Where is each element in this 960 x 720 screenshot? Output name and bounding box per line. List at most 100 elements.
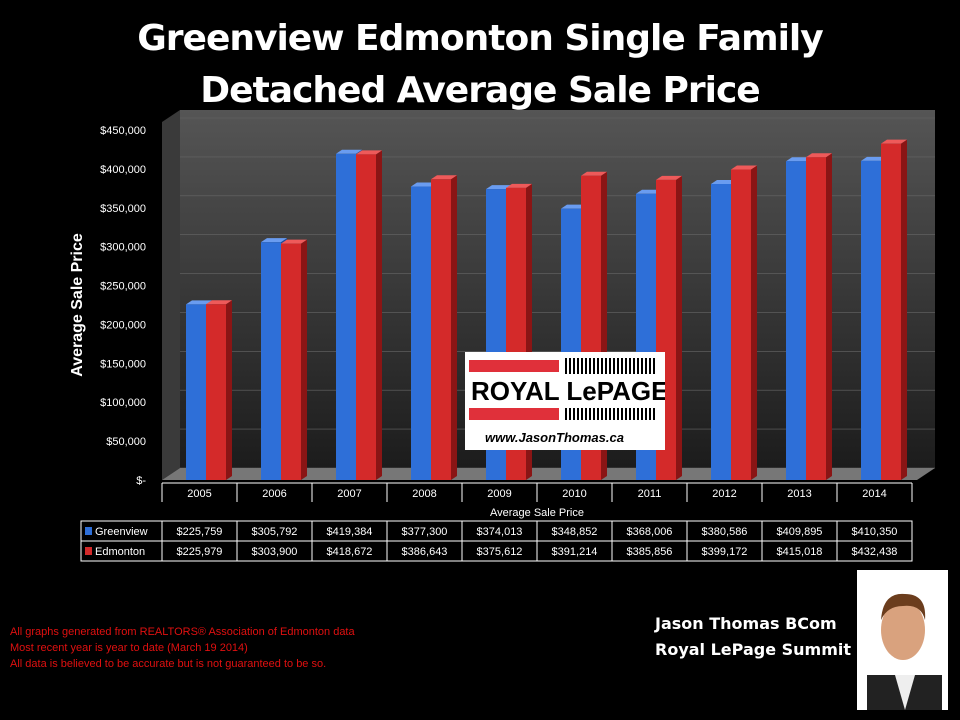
bar-side-edmonton — [826, 153, 832, 480]
data-label: $305,792 — [252, 526, 298, 538]
y-tick-label: $100,000 — [100, 397, 146, 409]
bar-side-edmonton — [676, 175, 682, 480]
data-label: $225,759 — [177, 526, 223, 538]
data-label: $375,612 — [477, 546, 523, 558]
data-label: $368,006 — [627, 526, 673, 538]
bar-top-edmonton — [431, 175, 457, 180]
x-tick-label: 2008 — [412, 488, 436, 500]
bar-edmonton-2013 — [806, 157, 826, 480]
bar-top-edmonton — [806, 153, 832, 158]
bar-edmonton-2008 — [431, 179, 451, 481]
agent-name: Jason Thomas BCom — [655, 614, 837, 633]
x-tick-label: 2011 — [638, 488, 662, 500]
data-label: $399,172 — [702, 546, 748, 558]
y-tick-label: $300,000 — [100, 242, 146, 254]
bar-top-edmonton — [506, 183, 532, 188]
y-tick-label: $350,000 — [100, 203, 146, 215]
y-tick-label: $400,000 — [100, 164, 146, 176]
bar-top-edmonton — [731, 165, 757, 170]
bar-top-edmonton — [206, 300, 232, 305]
x-tick-label: 2009 — [487, 488, 511, 500]
bar-greenview-2012 — [711, 183, 731, 481]
y-tick-label: $200,000 — [100, 319, 146, 331]
note-2: Most recent year is year to date (March … — [10, 642, 248, 654]
bar-top-edmonton — [881, 139, 907, 144]
data-label: $377,300 — [402, 526, 448, 538]
y-tick-label: $150,000 — [100, 358, 146, 370]
y-tick-label: $450,000 — [100, 125, 146, 137]
bar-greenview-2007 — [336, 153, 356, 480]
bar-side-edmonton — [301, 239, 307, 480]
bar-edmonton-2005 — [206, 304, 226, 480]
data-label: $409,895 — [777, 526, 823, 538]
bar-top-greenview — [261, 238, 287, 243]
bar-greenview-2005 — [186, 304, 206, 480]
bar-greenview-2006 — [261, 242, 281, 480]
bar-top-edmonton — [356, 150, 382, 155]
y-tick-label: $- — [136, 475, 146, 487]
bar-edmonton-2006 — [281, 243, 301, 480]
data-label: $225,979 — [177, 546, 223, 558]
bar-side-edmonton — [901, 139, 907, 480]
data-label: $374,013 — [477, 526, 523, 538]
bar-top-edmonton — [281, 239, 307, 244]
bar-top-edmonton — [581, 171, 607, 176]
legend-label: Greenview — [95, 526, 148, 538]
bar-greenview-2008 — [411, 186, 431, 481]
bar-top-edmonton — [656, 175, 682, 180]
bar-top-greenview — [786, 157, 812, 162]
x-tick-label: 2007 — [337, 488, 361, 500]
bar-side-edmonton — [451, 175, 457, 481]
data-label: $386,643 — [402, 546, 448, 558]
y-tick-label: $50,000 — [106, 436, 146, 448]
logo-url: www.JasonThomas.ca — [485, 430, 624, 445]
table-row — [80, 540, 913, 562]
data-label: $418,672 — [327, 546, 373, 558]
bar-top-greenview — [561, 204, 587, 209]
bar-greenview-2014 — [861, 160, 881, 481]
agent-company: Royal LePage Summit — [655, 640, 851, 659]
legend-swatch-greenview — [85, 527, 92, 535]
bar-top-greenview — [186, 300, 212, 305]
bar-top-greenview — [711, 179, 737, 184]
bar-top-greenview — [861, 156, 887, 161]
data-label: $415,018 — [777, 546, 823, 558]
legend-label: Edmonton — [95, 546, 145, 558]
data-label: $391,214 — [552, 546, 598, 558]
side-wall — [162, 110, 180, 480]
y-axis-title: Average Sale Price — [69, 233, 86, 377]
bar-edmonton-2014 — [881, 143, 901, 480]
data-label: $432,438 — [852, 546, 898, 558]
x-tick-label: 2014 — [862, 488, 886, 500]
bar-top-greenview — [336, 149, 362, 154]
y-tick-label: $250,000 — [100, 281, 146, 293]
logo-text: ROYAL LePAGE — [471, 376, 665, 406]
bar-top-greenview — [636, 189, 662, 194]
agent-photo — [857, 570, 948, 710]
data-label: $348,852 — [552, 526, 598, 538]
x-tick-label: 2010 — [562, 488, 586, 500]
bar-side-edmonton — [751, 165, 757, 480]
bar-edmonton-2007 — [356, 154, 376, 481]
x-axis-title: Average Sale Price — [490, 507, 584, 519]
bar-edmonton-2012 — [731, 169, 751, 480]
bar-side-edmonton — [226, 300, 232, 480]
bar-top-greenview — [486, 185, 512, 190]
data-label: $385,856 — [627, 546, 673, 558]
data-label: $380,586 — [702, 526, 748, 538]
note-1: All graphs generated from REALTORS® Asso… — [10, 626, 355, 638]
x-tick-label: 2006 — [262, 488, 286, 500]
note-3: All data is believed to be accurate but … — [10, 658, 327, 670]
data-label: $410,350 — [852, 526, 898, 538]
chart-title-line2: Detached Average Sale Price — [200, 70, 760, 111]
bar-greenview-2013 — [786, 161, 806, 480]
x-tick-label: 2005 — [187, 488, 211, 500]
royal-lepage-logo: ROYAL LePAGE www.JasonThomas.ca — [465, 352, 665, 450]
data-label: $419,384 — [327, 526, 373, 538]
bar-top-greenview — [411, 182, 437, 187]
chart-title-line1: Greenview Edmonton Single Family — [137, 18, 824, 59]
legend-swatch-edmonton — [85, 547, 92, 555]
x-tick-label: 2012 — [712, 488, 736, 500]
